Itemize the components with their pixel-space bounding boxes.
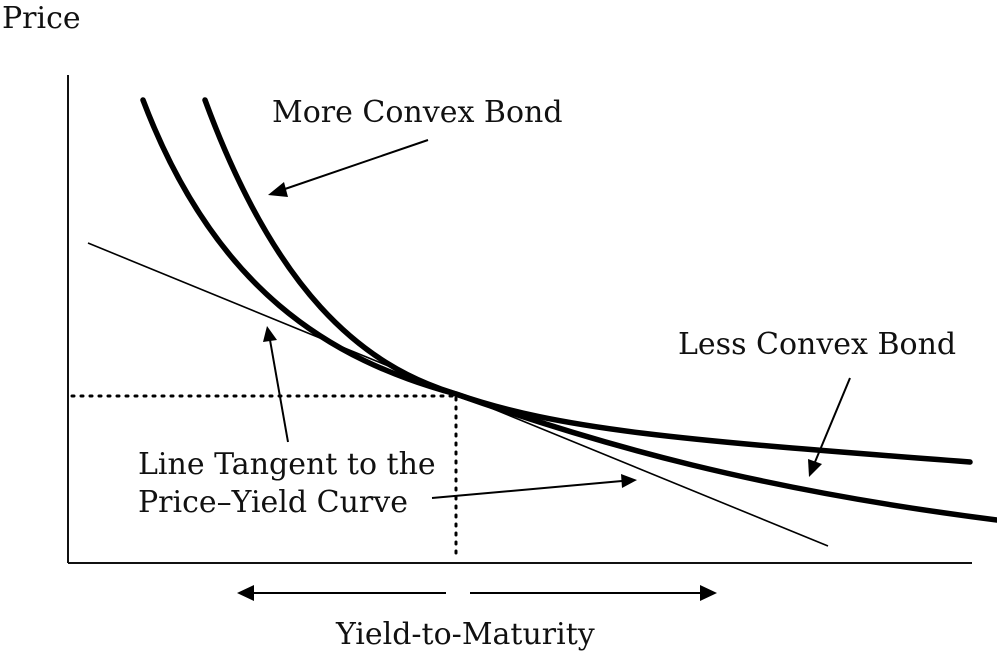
- tangent-right-arrowhead: [621, 474, 637, 488]
- more-convex-label: More Convex Bond: [272, 95, 563, 130]
- less-convex-arrow: [814, 377, 851, 463]
- less-convex-arrowhead: [808, 459, 822, 477]
- tangent-up-arrowhead: [263, 326, 277, 342]
- more-convex-arrowhead: [268, 182, 288, 197]
- x-axis-label: Yield-to-Maturity: [335, 617, 595, 652]
- tangent-up-arrow: [269, 339, 289, 443]
- more-convex-bond-curve: [140, 97, 997, 523]
- yield-left-arrowhead: [237, 585, 254, 601]
- y-axis-label: Price: [2, 1, 81, 36]
- tangent-right-arrow: [431, 480, 623, 499]
- tangent-label-line-2: Price–Yield Curve: [138, 485, 408, 520]
- more-convex-arrow: [281, 139, 429, 191]
- yield-right-arrowhead: [700, 585, 717, 601]
- tangent-label-line-1: Line Tangent to the: [138, 447, 436, 482]
- less-convex-bond-curve: [202, 97, 973, 465]
- less-convex-label: Less Convex Bond: [678, 327, 956, 362]
